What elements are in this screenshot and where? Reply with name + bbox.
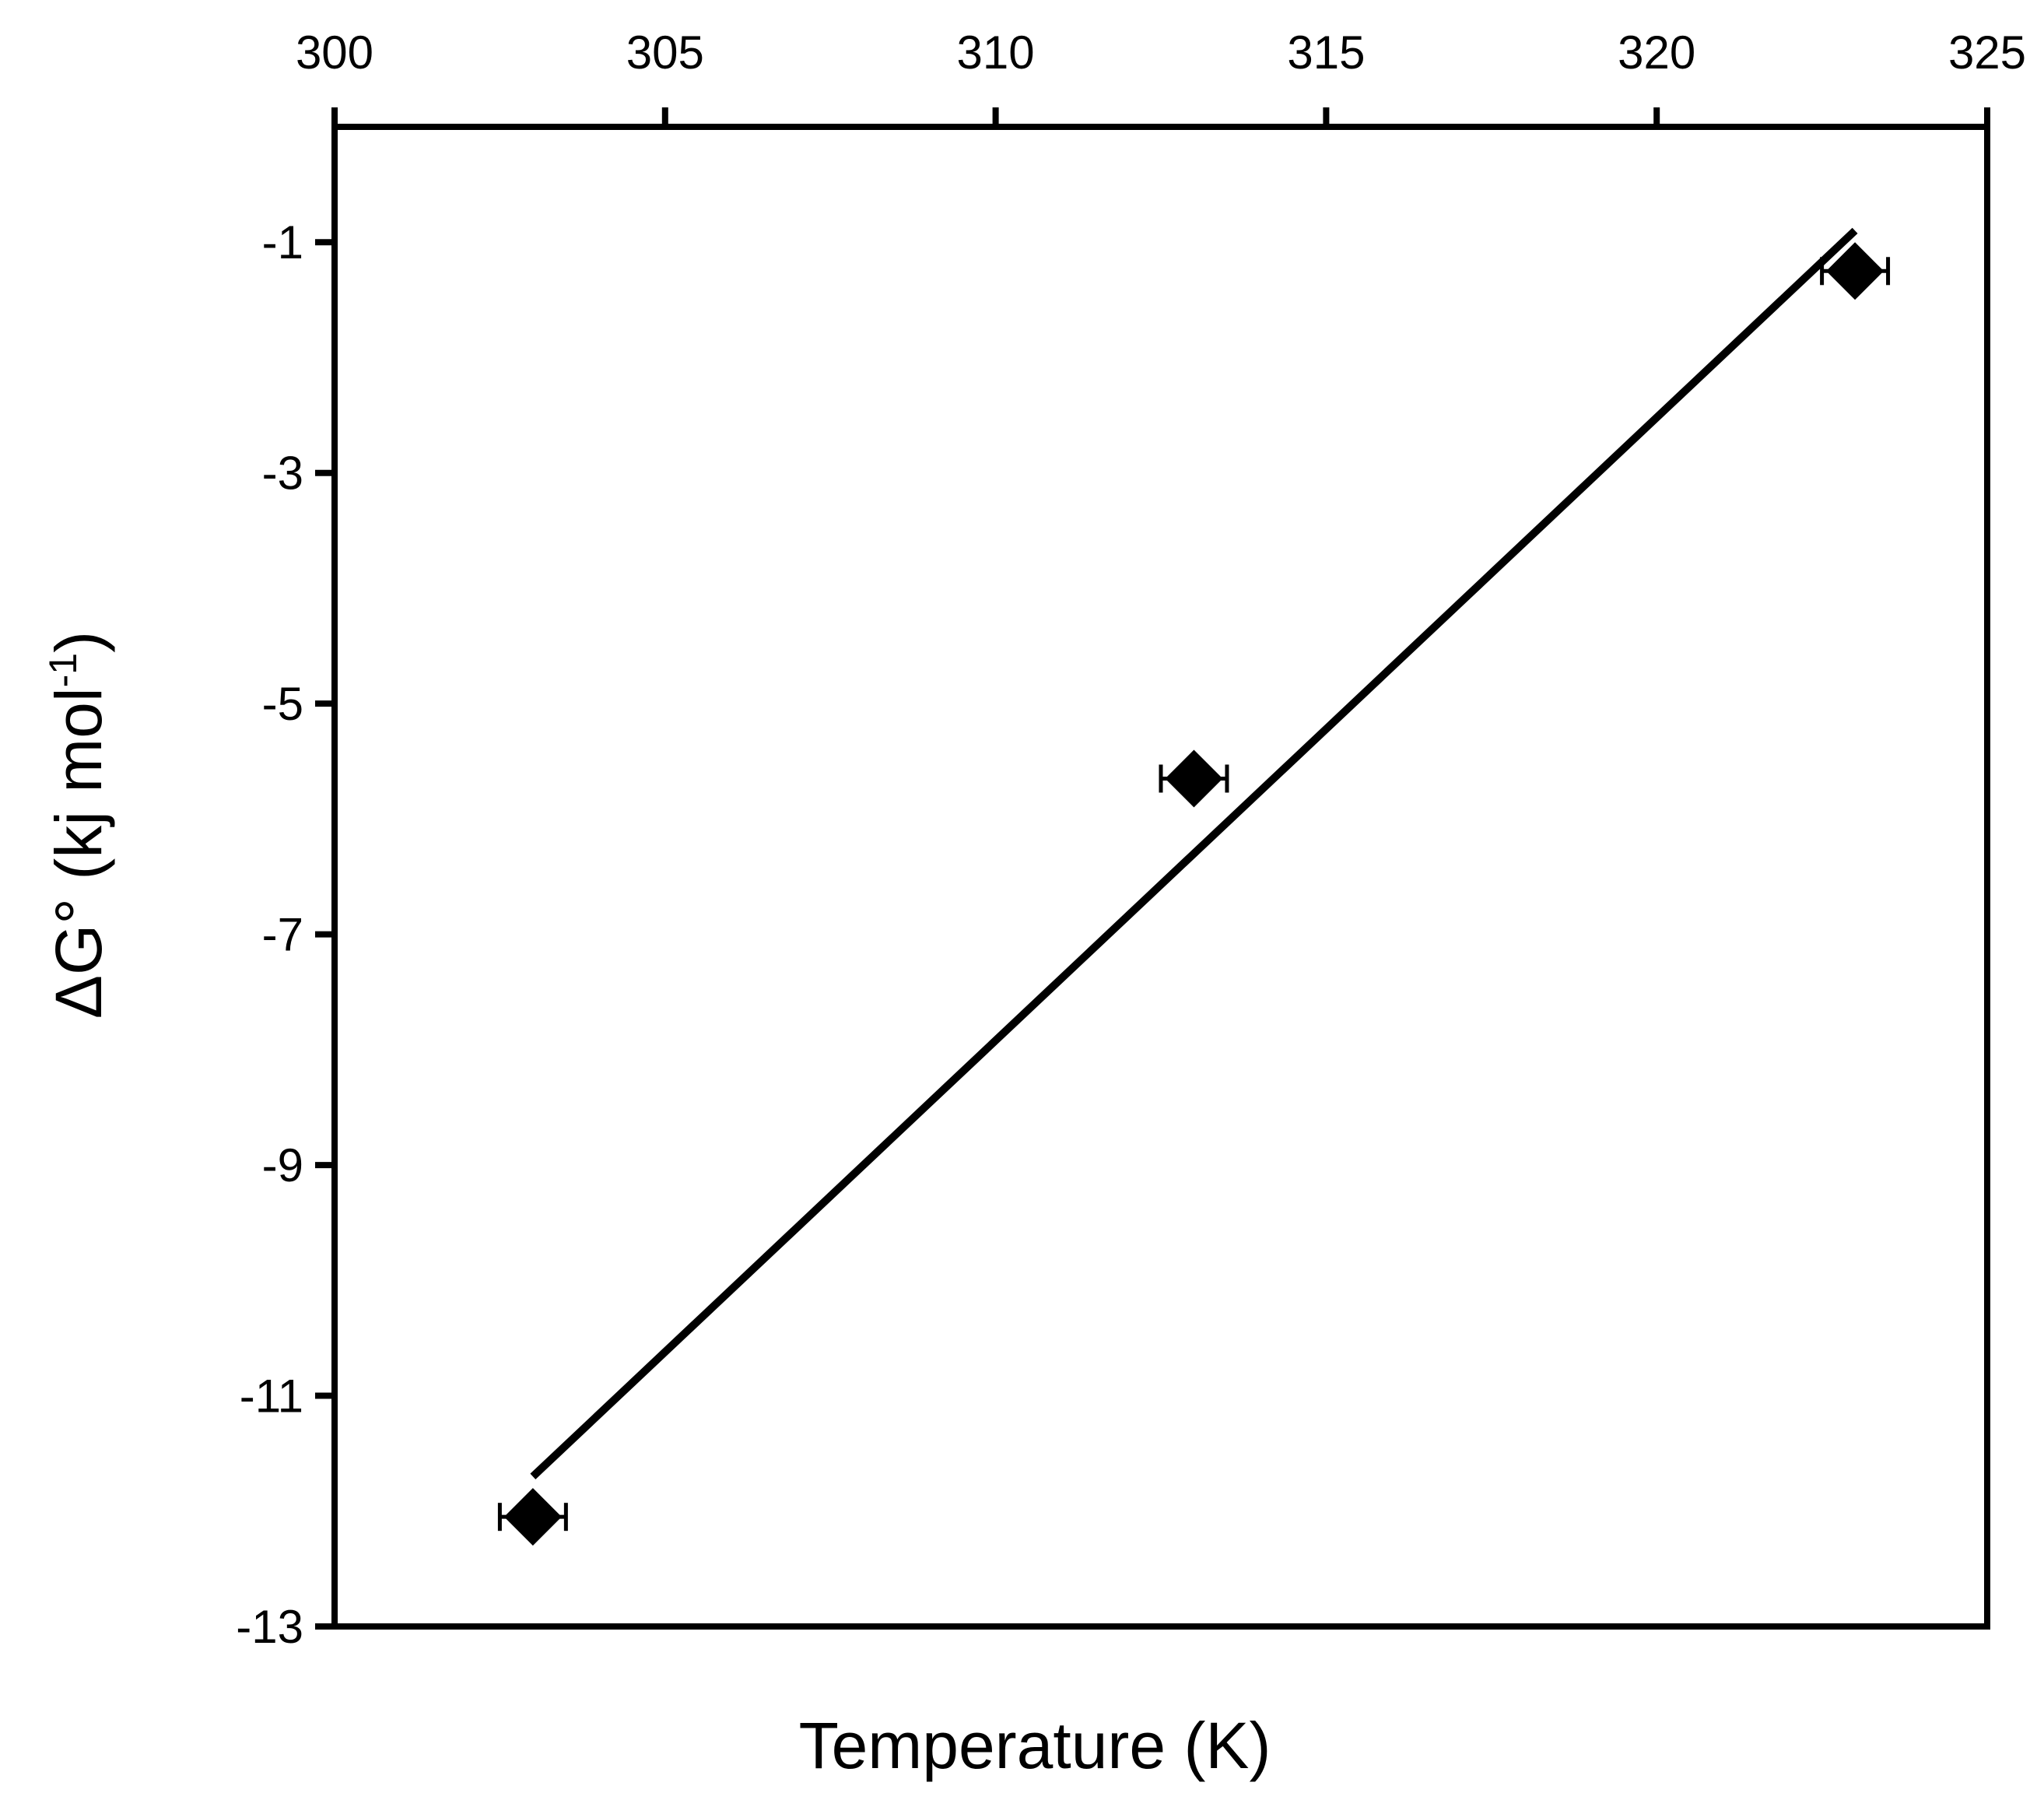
x-tick-label: 320 <box>1618 26 1695 79</box>
x-tick-label: 325 <box>1948 26 2026 79</box>
x-axis-ticks: 300 305 310 315 320 325 <box>296 26 2026 127</box>
y-tick-label: -7 <box>262 909 303 961</box>
trendline <box>530 227 1858 1479</box>
y-axis-title-sup: -1 <box>41 653 85 687</box>
y-tick-label: -9 <box>262 1139 303 1191</box>
y-tick-label: -11 <box>240 1370 303 1423</box>
data-point-diamond <box>503 1488 562 1546</box>
y-tick-label: -13 <box>236 1601 303 1653</box>
y-tick-label: -3 <box>262 447 303 500</box>
y-axis-ticks: -1 -3 -5 -7 -9 -11 -13 <box>236 216 335 1653</box>
y-axis-title-close: ) <box>42 631 115 653</box>
x-tick-label: 305 <box>626 26 704 79</box>
plot-frame <box>331 124 1990 1630</box>
x-tick-label: 315 <box>1287 26 1365 79</box>
y-tick-label: -5 <box>262 678 303 730</box>
data-points-group <box>497 242 1891 1546</box>
data-point-diamond <box>1826 242 1884 300</box>
data-point-diamond <box>1165 749 1223 808</box>
y-tick-label: -1 <box>262 216 303 268</box>
trendline-group <box>530 227 1858 1479</box>
x-tick-label: 300 <box>296 26 373 79</box>
y-axis-title: ΔG° (kj mol-1) <box>41 631 115 1019</box>
y-axis-title-main: ΔG° (kj mol <box>42 687 115 1019</box>
x-axis-title: Temperature (K) <box>799 1709 1271 1782</box>
x-tick-label: 310 <box>957 26 1035 79</box>
